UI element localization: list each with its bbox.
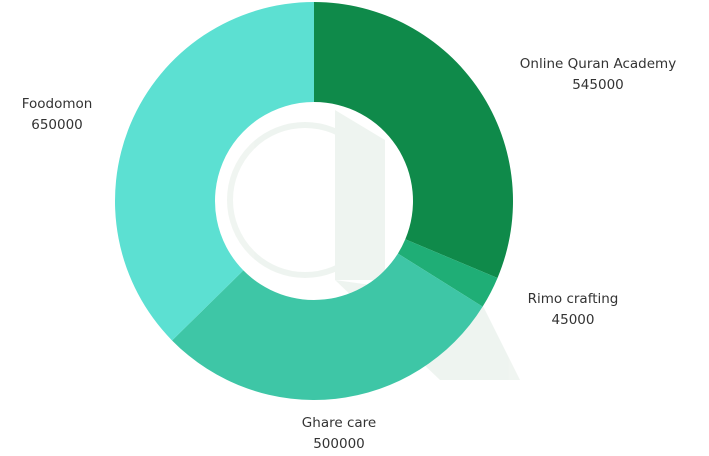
slice-label-rimo-crafting: Rimo crafting 45000 <box>528 289 619 331</box>
slice-rimo-crafting <box>397 239 498 307</box>
slice-label-online-quran-academy: Online Quran Academy 545000 <box>520 54 676 96</box>
slice-value-ghare-care: 500000 <box>313 436 365 452</box>
slice-value-online-quran-academy: 545000 <box>572 77 624 93</box>
slice-label-ghare-care: Ghare care 500000 <box>302 413 376 455</box>
slice-value-rimo-crafting: 45000 <box>551 312 595 328</box>
slice-category-ghare-care: Ghare care <box>301 415 377 431</box>
slice-value-foodomon: 650000 <box>31 117 83 133</box>
slice-online-quran-academy <box>314 2 513 278</box>
slice-label-foodomon: Foodomon 650000 <box>22 94 93 136</box>
slice-ghare-care <box>172 253 483 400</box>
slice-category-online-quran-academy: Online Quran Academy <box>519 56 677 72</box>
slice-foodomon <box>115 2 314 341</box>
slice-category-rimo-crafting: Rimo crafting <box>527 291 619 307</box>
slice-category-foodomon: Foodomon <box>21 96 93 112</box>
